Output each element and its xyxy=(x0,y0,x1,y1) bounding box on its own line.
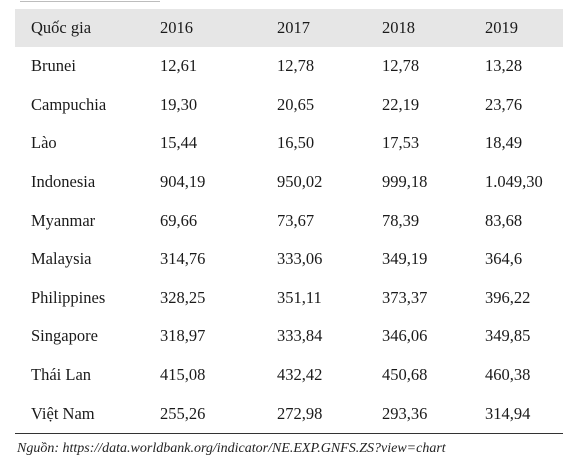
cell-2019: 1.049,30 xyxy=(485,172,543,192)
header-2017: 2017 xyxy=(277,9,382,47)
cell-2019: 83,68 xyxy=(485,210,523,230)
table-row: Indonesia 904,19 950,02 999,18 1.049,30 xyxy=(15,163,563,202)
cropped-text-fragment xyxy=(0,0,567,3)
table-row: Philippines 328,25 351,11 373,37 396,22 xyxy=(15,279,563,318)
cell-2016: 12,61 xyxy=(160,56,198,76)
cell-2017: 351,11 xyxy=(277,287,322,307)
table-row: Campuchia 19,30 20,65 22,19 23,76 xyxy=(15,86,563,125)
table-row: Brunei 12,61 12,78 12,78 13,28 xyxy=(15,47,563,86)
table-row: Việt Nam 255,26 272,98 293,36 314,94 xyxy=(15,394,563,434)
cell-2018: 373,37 xyxy=(382,287,428,307)
table-row: Singapore 318,97 333,84 346,06 349,85 xyxy=(15,317,563,356)
header-2018: 2018 xyxy=(382,9,485,47)
cell-country: Myanmar xyxy=(31,210,96,230)
cell-country: Philippines xyxy=(31,287,106,307)
cell-2016: 255,26 xyxy=(160,394,277,434)
table-row: Lào 15,44 16,50 17,53 18,49 xyxy=(15,124,563,163)
source-note: Nguồn: https://data.worldbank.org/indica… xyxy=(17,441,446,456)
table-row: Myanmar 69,66 73,67 78,39 83,68 xyxy=(15,201,563,240)
cell-2017: 333,06 xyxy=(277,249,323,269)
cell-2018: 349,19 xyxy=(382,249,428,269)
cell-2016: 69,66 xyxy=(160,210,198,230)
cell-2019: 13,28 xyxy=(485,56,523,76)
cell-2019: 349,85 xyxy=(485,326,531,346)
cell-2018: 450,68 xyxy=(382,365,428,385)
cell-2018: 22,19 xyxy=(382,94,420,114)
cell-2018: 293,36 xyxy=(382,394,485,434)
cell-2017: 12,78 xyxy=(277,56,315,76)
cell-2018: 346,06 xyxy=(382,326,428,346)
cell-2017: 73,67 xyxy=(277,210,315,230)
cell-country: Singapore xyxy=(31,326,98,346)
table-header: Quốc gia 2016 2017 2018 2019 xyxy=(15,9,563,47)
cell-2019: 314,94 xyxy=(485,394,563,434)
cell-country: Indonesia xyxy=(31,172,96,192)
cell-2018: 17,53 xyxy=(382,133,420,153)
table-body: Brunei 12,61 12,78 12,78 13,28 Campuchia… xyxy=(15,47,563,434)
cell-country: Lào xyxy=(31,133,57,153)
cell-2016: 318,97 xyxy=(160,326,206,346)
data-table: Quốc gia 2016 2017 2018 2019 Brunei 12,6… xyxy=(15,9,563,434)
cell-2016: 15,44 xyxy=(160,133,198,153)
cell-2017: 272,98 xyxy=(277,394,382,434)
cell-2016: 415,08 xyxy=(160,365,206,385)
cell-2017: 333,84 xyxy=(277,326,323,346)
cell-2018: 78,39 xyxy=(382,210,420,230)
header-2019: 2019 xyxy=(485,9,563,47)
cell-2016: 314,76 xyxy=(160,249,206,269)
cell-2019: 23,76 xyxy=(485,94,523,114)
table-row: Thái Lan 415,08 432,42 450,68 460,38 xyxy=(15,356,563,395)
cell-2019: 18,49 xyxy=(485,133,523,153)
table-row: Malaysia 314,76 333,06 349,19 364,6 xyxy=(15,240,563,279)
cell-country: Việt Nam xyxy=(15,394,160,434)
cell-2017: 20,65 xyxy=(277,94,315,114)
cell-2016: 19,30 xyxy=(160,94,198,114)
cell-2019: 396,22 xyxy=(485,287,531,307)
cell-country: Brunei xyxy=(31,56,76,76)
cell-2016: 328,25 xyxy=(160,287,206,307)
cell-2017: 950,02 xyxy=(277,172,323,192)
cell-country: Malaysia xyxy=(31,249,92,269)
cell-2018: 999,18 xyxy=(382,172,428,192)
cell-2016: 904,19 xyxy=(160,172,206,192)
cell-2017: 432,42 xyxy=(277,365,323,385)
cell-2018: 12,78 xyxy=(382,56,420,76)
cell-2017: 16,50 xyxy=(277,133,315,153)
cell-2019: 364,6 xyxy=(485,249,523,269)
cell-country: Campuchia xyxy=(31,94,107,114)
header-row: Quốc gia 2016 2017 2018 2019 xyxy=(15,9,563,47)
cell-country: Thái Lan xyxy=(31,365,92,385)
cell-2019: 460,38 xyxy=(485,365,531,385)
header-2016: 2016 xyxy=(160,9,277,47)
header-country: Quốc gia xyxy=(15,9,160,47)
